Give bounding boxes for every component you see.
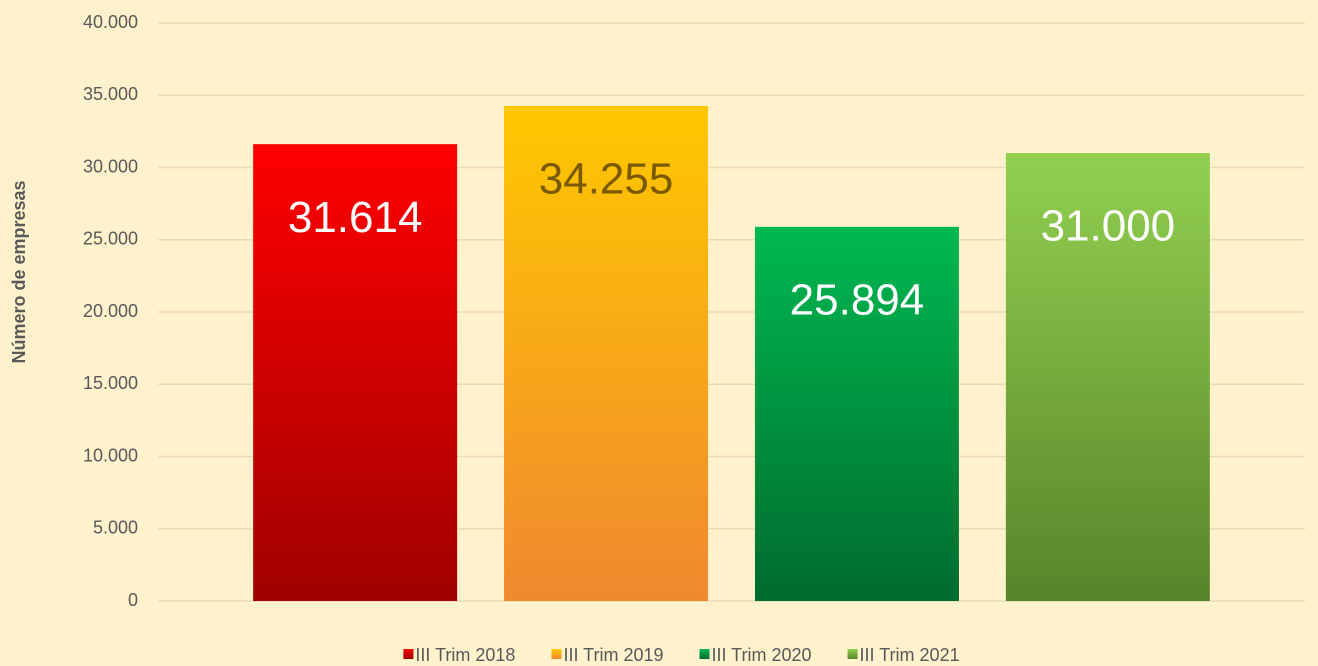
bar xyxy=(754,226,959,601)
bar xyxy=(253,144,458,601)
y-tick-label: 25.000 xyxy=(83,229,138,249)
data-label: 31.614 xyxy=(288,193,423,242)
legend-label: III Trim 2019 xyxy=(563,645,663,665)
y-tick-label: 40.000 xyxy=(83,12,138,32)
legend-swatch xyxy=(847,649,858,659)
y-tick-label: 35.000 xyxy=(83,84,138,104)
y-axis-title: Número de empresas xyxy=(9,180,29,363)
y-tick-label: 10.000 xyxy=(83,445,138,465)
y-tick-label: 0 xyxy=(128,590,138,610)
y-tick-label: 30.000 xyxy=(83,156,138,176)
bar xyxy=(1005,153,1210,602)
y-tick-label: 15.000 xyxy=(83,373,138,393)
legend-label: III Trim 2018 xyxy=(415,645,515,665)
legend-swatch xyxy=(403,649,414,659)
bar xyxy=(504,106,709,601)
legend-swatch xyxy=(551,649,562,659)
legend-label: III Trim 2021 xyxy=(860,645,960,665)
legend-label: III Trim 2020 xyxy=(712,645,812,665)
y-tick-label: 5.000 xyxy=(93,518,138,538)
y-tick-label: 20.000 xyxy=(83,301,138,321)
data-label: 34.255 xyxy=(539,155,674,204)
data-label: 31.000 xyxy=(1041,202,1176,251)
data-label: 25.894 xyxy=(790,275,925,324)
legend-swatch xyxy=(699,649,710,659)
